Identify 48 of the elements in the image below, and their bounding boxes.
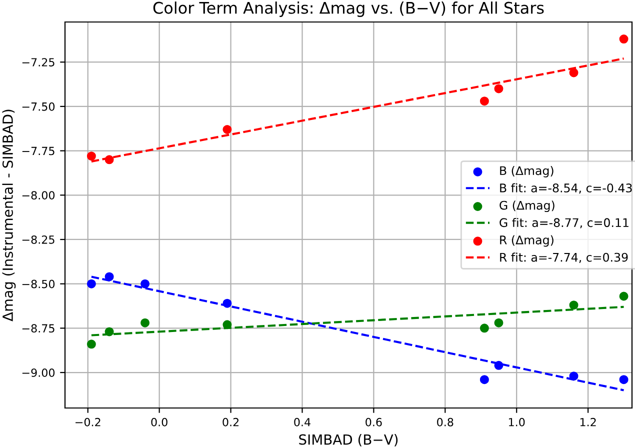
legend-label: G fit: a=-8.77, c=0.11 xyxy=(500,218,628,228)
point xyxy=(222,298,232,308)
legend-label: B fit: a=-8.54, c=-0.43 xyxy=(500,183,632,194)
point xyxy=(222,320,232,330)
y-tick-label: −7.25 xyxy=(22,58,54,66)
point xyxy=(104,155,114,164)
x-tick-label: 0.6 xyxy=(366,418,382,426)
y-tick-label: −9.00 xyxy=(22,368,55,377)
y-tick-label: −8.50 xyxy=(22,280,55,288)
x-tick-label: 1.2 xyxy=(580,418,596,426)
x-tick-label: 0.8 xyxy=(437,418,454,426)
point xyxy=(619,34,628,44)
point xyxy=(86,152,96,161)
x-tick-label: 0.0 xyxy=(151,418,168,426)
point xyxy=(569,300,578,310)
point xyxy=(86,340,96,349)
point xyxy=(86,279,96,288)
point xyxy=(619,292,628,301)
y-tick-label: −7.50 xyxy=(22,102,55,111)
y-tick-label: −7.75 xyxy=(22,146,54,156)
point xyxy=(494,318,504,328)
x-tick-label: 1.0 xyxy=(508,418,525,426)
y-tick-label: −8.00 xyxy=(22,191,55,200)
legend-label: R fit: a=-7.74, c=0.39 xyxy=(500,252,628,263)
point xyxy=(104,272,114,282)
point xyxy=(494,84,504,94)
point xyxy=(104,327,114,336)
x-tick-label: 0.4 xyxy=(294,418,310,426)
x-tick-label: −0.2 xyxy=(76,418,100,426)
point xyxy=(569,372,578,381)
point xyxy=(569,68,578,78)
point xyxy=(140,279,150,288)
point xyxy=(494,360,504,370)
point xyxy=(140,318,150,328)
legend-label: R (Δmag) xyxy=(500,235,554,247)
point xyxy=(480,375,489,384)
y-tick-label: −8.25 xyxy=(22,235,54,244)
point xyxy=(619,375,628,384)
x-tick-label: 0.2 xyxy=(222,418,238,426)
legend-label: G (Δmag) xyxy=(500,200,554,212)
y-tick-label: −8.75 xyxy=(22,324,54,333)
chart-title: Color Term Analysis: Δmag vs. (B−V) for All Stars xyxy=(153,2,544,17)
y-axis-title: Δmag (Instrumental - SIMBAD) xyxy=(2,110,16,322)
point xyxy=(480,96,489,106)
x-axis-title: SIMBAD (B−V) xyxy=(299,434,398,446)
point xyxy=(222,125,232,134)
legend-label: B (Δmag) xyxy=(500,166,554,178)
point xyxy=(480,324,489,333)
